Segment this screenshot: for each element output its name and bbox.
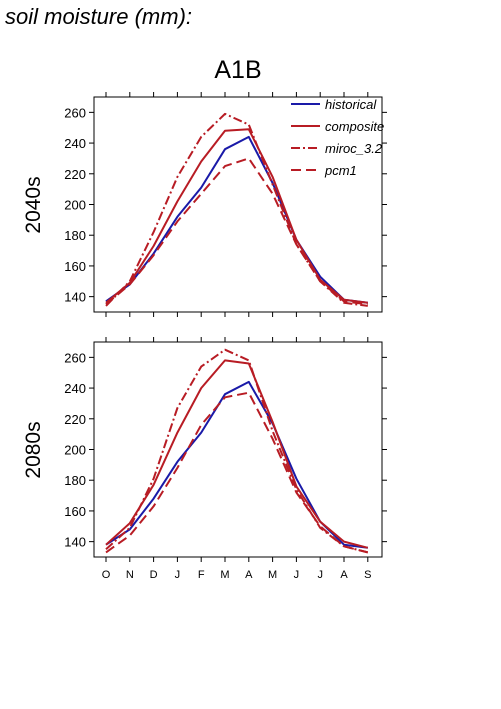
x-tick-label: A xyxy=(340,569,348,581)
period-label-2080s: 2080s xyxy=(22,421,45,478)
y-tick-label: 180 xyxy=(64,228,86,243)
panel-2040s: 140 160 180 200 220 240 260 2040s xyxy=(22,92,387,317)
x-tick-label: M xyxy=(268,569,277,581)
panel-2080s: 140 160 180 200 220 240 260 2080s xyxy=(22,337,387,562)
legend-label-pcm1: pcm1 xyxy=(324,163,357,178)
y-tick-label: 160 xyxy=(64,504,86,519)
x-tick-label: F xyxy=(198,569,205,581)
y-tick-label: 260 xyxy=(64,105,86,120)
x-tick-label: M xyxy=(220,569,229,581)
legend-label-miroc: miroc_3.2 xyxy=(325,141,383,156)
figure-heading: soil moisture (mm): xyxy=(5,4,193,29)
y-tick-label: 260 xyxy=(64,350,86,365)
x-tick-label: A xyxy=(245,569,253,581)
y-tick-label: 140 xyxy=(64,535,86,550)
x-tick-label: J xyxy=(175,569,181,581)
series-line-composite-2040s xyxy=(105,128,368,304)
y-tick-label: 220 xyxy=(64,167,86,182)
series-line-miroc-3-2-2040s xyxy=(105,112,368,307)
y-tick-label: 200 xyxy=(64,198,86,213)
x-tick-label: J xyxy=(317,569,323,581)
period-label-2040s: 2040s xyxy=(22,176,45,233)
x-tick-label: N xyxy=(126,569,134,581)
plot-frame-2080s xyxy=(93,341,383,558)
legend-label-composite: composite xyxy=(325,119,384,134)
y-tick-label: 140 xyxy=(64,290,86,305)
y-tick-label: 240 xyxy=(64,381,86,396)
y-tick-label: 220 xyxy=(64,412,86,427)
x-tick-label: J xyxy=(294,569,300,581)
x-tick-label: D xyxy=(150,569,158,581)
scenario-title: A1B xyxy=(214,56,262,84)
y-tick-label: 240 xyxy=(64,136,86,151)
x-tick-label: S xyxy=(364,569,371,581)
x-tick-label: O xyxy=(102,569,111,581)
legend: historical composite miroc_3.2 pcm1 xyxy=(291,97,384,178)
legend-label-historical: historical xyxy=(325,97,377,112)
y-tick-label: 200 xyxy=(64,443,86,458)
series-line-historical-2080s xyxy=(105,380,368,549)
series-line-miroc-3-2-2080s xyxy=(105,348,369,554)
y-tick-label: 180 xyxy=(64,473,86,488)
series-line-pcm1-2040s xyxy=(105,157,368,306)
series-line-composite-2080s xyxy=(105,359,369,549)
y-tick-label: 160 xyxy=(64,259,86,274)
series-line-pcm1-2080s xyxy=(105,391,369,554)
